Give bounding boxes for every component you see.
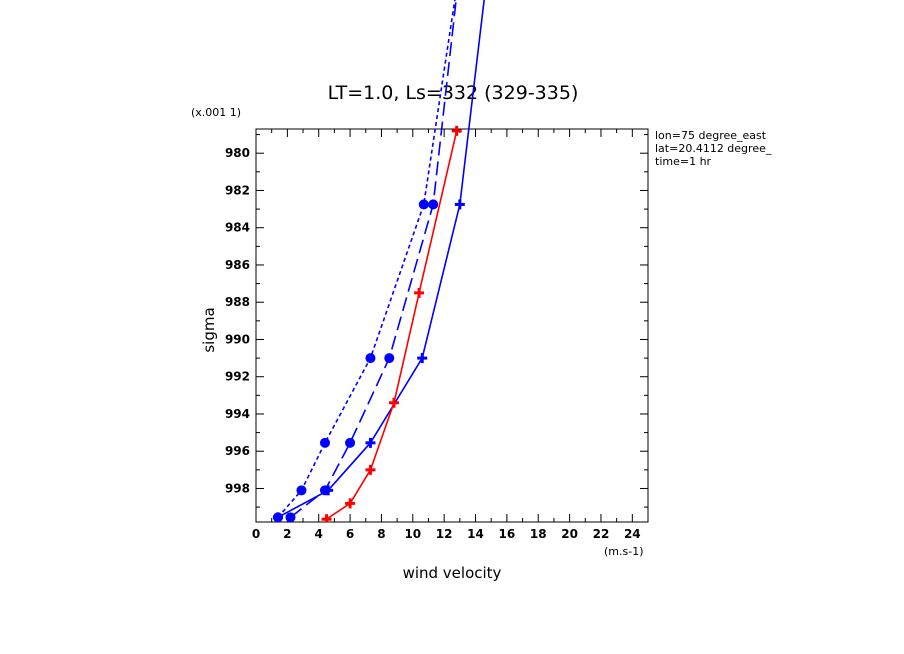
data-point [451, 125, 462, 136]
x-tick-label: 24 [624, 527, 641, 541]
data-point [323, 485, 334, 496]
series-line-2 [290, 0, 457, 518]
y-axis-label: sigma [200, 307, 218, 352]
series-line-3 [277, 0, 485, 519]
data-point [454, 199, 465, 210]
y-tick-label: 982 [225, 183, 250, 197]
plot-frame [255, 128, 649, 523]
y-tick-label: 980 [225, 146, 250, 160]
data-point [345, 437, 356, 448]
x-tick-label: 8 [377, 527, 385, 541]
series-line-4 [326, 130, 458, 520]
data-point [365, 353, 376, 364]
data-point [388, 397, 399, 408]
y-tick-label: 996 [225, 444, 250, 458]
data-point [428, 199, 439, 210]
x-tick-label: 0 [252, 527, 260, 541]
annotation-time: time=1 hr [655, 155, 712, 168]
data-point [321, 514, 332, 522]
y-tick-label: 986 [225, 258, 250, 272]
data-point [296, 485, 307, 496]
x-tick-label: 18 [530, 527, 547, 541]
x-axis-unit: (m.s-1) [604, 545, 644, 558]
y-tick-label: 984 [225, 221, 250, 235]
series-line-1 [277, 0, 456, 518]
chart-title: LT=1.0, Ls=332 (329-335) [328, 82, 579, 104]
data-point [418, 199, 429, 210]
x-tick-label: 10 [404, 527, 421, 541]
data-point [417, 353, 428, 364]
data-point [414, 287, 425, 298]
data-point [365, 437, 376, 448]
y-tick-label: 990 [225, 332, 250, 346]
x-axis-label: wind velocity [403, 564, 502, 582]
x-tick-label: 4 [315, 527, 323, 541]
y-axis-unit: (x.001 1) [191, 106, 241, 119]
y-tick-label: 988 [225, 295, 250, 309]
data-point [272, 512, 283, 522]
x-tick-label: 6 [346, 527, 354, 541]
y-tick-label: 998 [225, 481, 250, 495]
annotation-lon: lon=75 degree_east [655, 129, 767, 142]
data-point [384, 353, 395, 364]
x-tick-label: 22 [593, 527, 610, 541]
y-tick-label: 994 [225, 407, 250, 421]
data-point [345, 498, 356, 509]
x-tick-label: 12 [436, 527, 453, 541]
x-tick-label: 14 [467, 527, 484, 541]
x-tick-label: 16 [499, 527, 516, 541]
x-tick-label: 20 [561, 527, 578, 541]
x-tick-label: 2 [283, 527, 291, 541]
y-tick-label: 992 [225, 370, 250, 384]
data-point [285, 512, 296, 522]
data-point [319, 437, 330, 448]
annotation-lat: lat=20.4112 degree_ [655, 142, 772, 155]
data-point [365, 464, 376, 475]
